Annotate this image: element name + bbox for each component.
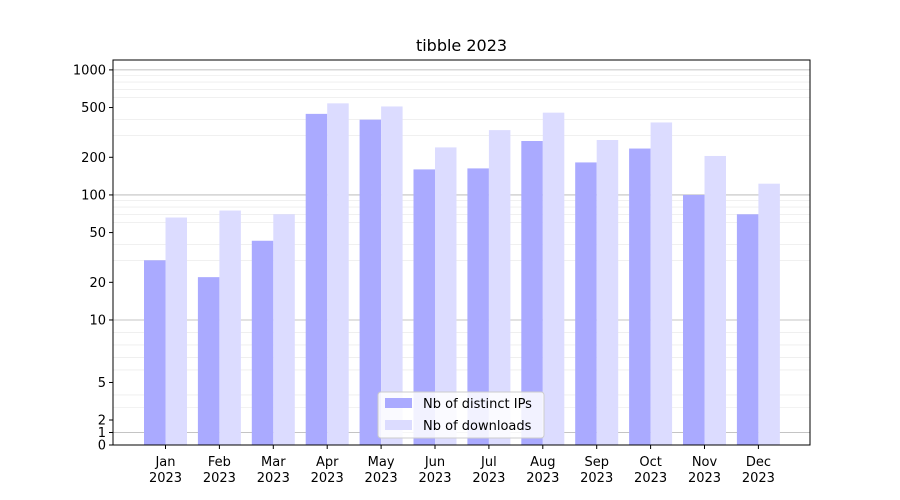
x-tick-label-year: 2023 — [580, 471, 613, 486]
y-tick-label: 20 — [89, 276, 106, 291]
y-tick-label: 2 — [98, 413, 106, 428]
x-tick-label-year: 2023 — [634, 471, 667, 486]
bar-downloads — [758, 183, 780, 446]
bar-distinct-ips — [305, 113, 328, 445]
bars — [144, 103, 780, 446]
bar-downloads — [327, 103, 349, 446]
y-tick-label: 5 — [98, 376, 106, 391]
legend-label-downloads: Nb of downloads — [423, 419, 532, 434]
y-tick-label: 1000 — [73, 63, 106, 78]
x-tick-label-year: 2023 — [257, 471, 290, 486]
x-axis: Jan2023Feb2023Mar2023Apr2023May2023Jun20… — [149, 445, 775, 486]
bar-distinct-ips — [521, 140, 543, 445]
x-tick-label-month: Jul — [480, 455, 497, 470]
bar-downloads — [488, 130, 511, 445]
x-tick-label-month: Jun — [424, 455, 445, 470]
legend-label-distinct-ips: Nb of distinct IPs — [423, 397, 532, 412]
bar-downloads — [596, 140, 619, 446]
chart-title: tibble 2023 — [416, 36, 507, 55]
legend-swatch-downloads — [385, 420, 412, 430]
x-tick-label-month: Apr — [316, 455, 339, 470]
y-axis: 012 5 10 20 50 100 200 500 1000 — [73, 63, 113, 454]
x-tick-label-month: Jan — [154, 455, 175, 470]
x-tick-label-month: Sep — [584, 455, 609, 470]
bar-distinct-ips — [467, 168, 489, 445]
x-tick-label-year: 2023 — [526, 471, 559, 486]
legend-swatch-distinct-ips — [385, 398, 412, 408]
x-tick-label-year: 2023 — [365, 471, 398, 486]
bar-distinct-ips — [251, 240, 274, 445]
x-tick-label-month: May — [368, 455, 395, 470]
x-tick-label-year: 2023 — [742, 471, 775, 486]
x-tick-label-month: Mar — [261, 455, 286, 470]
bar-downloads — [435, 147, 457, 446]
bar-downloads — [650, 122, 673, 445]
bar-downloads — [381, 106, 403, 445]
x-tick-label-month: Dec — [746, 455, 771, 470]
bar-downloads — [704, 155, 726, 446]
bar-distinct-ips — [629, 148, 651, 445]
bar-distinct-ips — [359, 119, 382, 446]
y-tick-label: 1 — [98, 426, 106, 441]
y-tick-label: 200 — [81, 151, 106, 166]
x-tick-label-month: Oct — [639, 455, 661, 470]
x-tick-label-year: 2023 — [688, 471, 721, 486]
x-tick-label-month: Feb — [208, 455, 231, 470]
y-tick-label: 500 — [81, 101, 106, 116]
x-tick-label-month: Aug — [530, 455, 555, 470]
legend-box — [377, 391, 545, 439]
bar-distinct-ips — [683, 194, 705, 445]
x-tick-label-year: 2023 — [418, 471, 451, 486]
bar-distinct-ips — [144, 260, 166, 445]
y-tick-label: 10 — [89, 313, 106, 328]
x-tick-label-year: 2023 — [472, 471, 505, 486]
bar-distinct-ips — [197, 277, 220, 445]
bar-distinct-ips — [413, 169, 435, 445]
x-tick-label-year: 2023 — [203, 471, 236, 486]
y-tick-label: 0 — [98, 439, 106, 454]
bar-downloads — [273, 214, 295, 445]
plot-area — [112, 59, 811, 446]
bar-downloads — [165, 217, 187, 445]
bar-downloads — [542, 112, 565, 446]
bar-downloads — [219, 210, 241, 445]
x-tick-label-month: Nov — [692, 455, 718, 470]
y-tick-label: 50 — [89, 226, 106, 241]
x-tick-label-year: 2023 — [311, 471, 344, 486]
y-tick-label: 100 — [81, 188, 106, 203]
legend: Nb of distinct IPs Nb of downloads — [377, 391, 545, 439]
bar-distinct-ips — [736, 214, 759, 445]
x-tick-label-year: 2023 — [149, 471, 182, 486]
bar-distinct-ips — [575, 162, 597, 445]
